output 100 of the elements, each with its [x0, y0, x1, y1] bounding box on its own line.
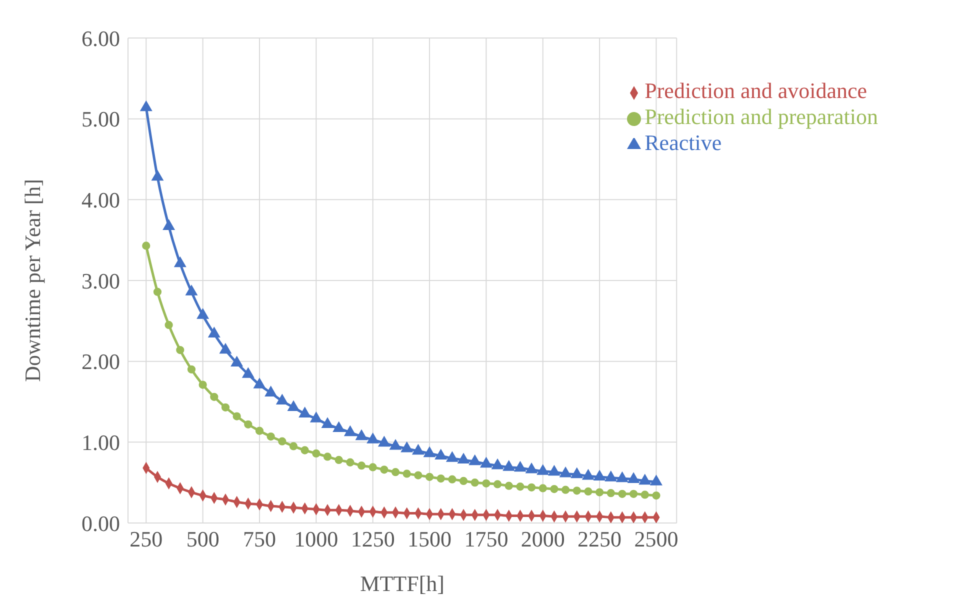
x-tick-label: 1500	[408, 526, 452, 552]
y-tick-label: 2.00	[82, 349, 120, 374]
point	[595, 488, 604, 496]
x-tick-label: 250	[130, 526, 163, 552]
legend-label: Reactive	[644, 130, 722, 155]
point	[162, 220, 175, 230]
point	[266, 432, 275, 441]
point	[176, 346, 184, 354]
point	[424, 446, 436, 458]
point	[196, 308, 209, 319]
point	[606, 489, 615, 498]
point	[548, 465, 560, 476]
point	[446, 452, 458, 462]
point	[344, 426, 356, 436]
point	[310, 412, 322, 422]
point	[323, 452, 332, 461]
point	[210, 392, 218, 401]
point	[242, 368, 254, 378]
point	[278, 437, 286, 446]
point	[400, 442, 413, 452]
point	[140, 100, 152, 112]
legend-label: Prediction and preparation	[644, 104, 878, 129]
point	[493, 480, 502, 488]
point	[550, 484, 558, 494]
point	[526, 462, 538, 474]
point	[480, 457, 492, 468]
point	[276, 394, 288, 405]
point	[220, 343, 232, 354]
point	[390, 440, 402, 450]
point	[482, 479, 490, 488]
point	[652, 491, 660, 500]
x-tick-label: 1000	[294, 526, 338, 552]
x-tick-label: 2000	[520, 526, 565, 552]
x-tick-label: 1250	[350, 526, 395, 552]
point	[264, 386, 277, 396]
point	[502, 460, 515, 471]
y-tick-label: 4.00	[82, 187, 120, 212]
legend-label: Prediction and avoidance	[644, 78, 867, 103]
point	[618, 490, 626, 498]
point	[538, 484, 547, 492]
point	[560, 466, 572, 478]
x-tick-label: 2500	[634, 526, 678, 552]
point	[300, 446, 309, 454]
point	[571, 468, 583, 478]
point	[514, 461, 526, 472]
point	[187, 365, 196, 374]
point	[357, 462, 366, 470]
x-tick-label: 750	[242, 526, 276, 552]
point	[492, 458, 504, 470]
point	[332, 422, 345, 432]
point	[582, 469, 594, 480]
point	[232, 412, 241, 420]
point	[504, 482, 513, 490]
y-tick-label: 3.00	[82, 268, 120, 294]
point	[230, 356, 243, 367]
x-tick-label: 1750	[464, 526, 508, 552]
point	[298, 407, 311, 418]
point	[561, 486, 570, 494]
point	[244, 420, 252, 428]
point	[380, 466, 388, 474]
point	[255, 426, 264, 435]
point	[334, 456, 343, 464]
point	[254, 378, 266, 388]
point	[208, 327, 220, 338]
point	[628, 472, 640, 483]
point	[640, 490, 649, 499]
point	[527, 483, 536, 492]
y-tick-label: 6.00	[82, 26, 120, 51]
point	[412, 444, 424, 455]
y-tick-label: 0.00	[82, 510, 120, 536]
point	[536, 464, 549, 475]
point	[221, 403, 230, 412]
point	[616, 472, 628, 482]
y-axis-title: Downtime per Year [h]	[20, 179, 45, 382]
point	[605, 471, 617, 482]
x-tick-label: 2250	[578, 526, 622, 552]
point	[142, 242, 150, 250]
point	[153, 288, 162, 296]
point	[468, 454, 481, 466]
point	[368, 463, 377, 472]
point	[436, 474, 445, 483]
point	[594, 470, 606, 481]
point	[198, 380, 207, 389]
point	[639, 474, 651, 485]
point	[174, 256, 186, 268]
point	[434, 449, 447, 460]
point	[366, 433, 379, 444]
point	[152, 170, 164, 181]
point	[186, 285, 198, 296]
point	[425, 472, 434, 481]
point	[650, 475, 662, 486]
point	[470, 478, 479, 487]
point	[572, 486, 581, 495]
y-tick-label: 1.00	[82, 430, 120, 455]
point	[458, 453, 470, 464]
point	[289, 442, 298, 450]
point	[356, 430, 368, 440]
point	[346, 458, 354, 466]
point	[288, 400, 300, 412]
point	[378, 436, 390, 447]
